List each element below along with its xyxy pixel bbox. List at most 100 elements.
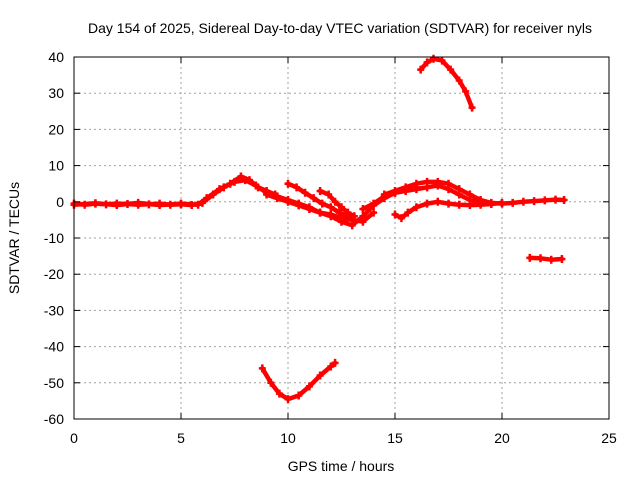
data-point (295, 391, 303, 400)
data-point (316, 371, 324, 380)
data-point (487, 199, 495, 208)
data-point (558, 254, 566, 263)
data-point (391, 210, 399, 219)
data-point (316, 186, 324, 195)
data-point (338, 203, 345, 212)
data-point (404, 208, 412, 217)
data-point (258, 364, 266, 373)
data-point (423, 58, 431, 67)
series-path (264, 192, 376, 224)
data-point (455, 190, 463, 199)
data-point (305, 382, 313, 391)
y-axis-label: SDTVAR / TECUs (6, 182, 22, 294)
data-point (263, 190, 271, 199)
data-point (526, 253, 534, 262)
data-point (560, 195, 568, 204)
y-tick-label: -60 (44, 411, 64, 427)
data-point (177, 199, 185, 208)
data-point (301, 188, 309, 197)
data-point (455, 76, 463, 85)
y-tick-label: 30 (48, 85, 64, 101)
data-point (344, 208, 352, 217)
data-point (156, 201, 164, 210)
data-series (70, 54, 568, 404)
data-point (438, 56, 446, 65)
data-point (447, 65, 455, 74)
data-point (445, 185, 452, 194)
series-track-mid-a (284, 179, 352, 221)
data-point (380, 192, 388, 201)
y-tick-label: 10 (48, 158, 64, 174)
data-point (310, 194, 318, 203)
data-point (391, 188, 399, 197)
data-point (194, 200, 202, 209)
data-point (305, 205, 313, 214)
data-point (541, 196, 549, 205)
data-point (530, 197, 538, 206)
data-point (273, 194, 281, 203)
data-point (318, 199, 326, 208)
data-point (331, 197, 339, 206)
data-point (423, 199, 431, 208)
data-point (519, 197, 527, 206)
data-point (348, 215, 356, 224)
x-tick-label: 15 (387, 430, 403, 446)
data-point (412, 203, 420, 212)
data-point (412, 185, 420, 194)
x-tick-label: 5 (177, 430, 185, 446)
series-track-upper-arc (417, 54, 476, 112)
data-point (445, 199, 452, 208)
data-point (455, 200, 463, 209)
data-point (498, 198, 506, 207)
data-point (295, 201, 303, 210)
y-tick-label: -50 (44, 375, 64, 391)
x-tick-label: 20 (494, 430, 510, 446)
data-point (417, 65, 425, 74)
y-tick-label: 0 (56, 194, 64, 210)
data-point (397, 214, 405, 223)
series-track-mid-c (263, 190, 378, 226)
x-tick-label: 0 (70, 430, 78, 446)
data-point (245, 176, 253, 185)
data-point (331, 358, 339, 367)
data-point (325, 190, 333, 199)
y-tick-label: -10 (44, 230, 64, 246)
data-point (370, 208, 378, 217)
data-point (370, 199, 378, 208)
chart-title: Day 154 of 2025, Sidereal Day-to-day VTE… (88, 20, 592, 36)
x-tick-label: 10 (280, 430, 296, 446)
axis-ticks (73, 56, 610, 420)
x-axis-label: GPS time / hours (288, 458, 395, 474)
y-tick-label: -20 (44, 266, 64, 282)
series-track-mid-b (316, 186, 358, 221)
data-point (468, 103, 476, 112)
data-point (509, 198, 517, 207)
data-point (134, 198, 142, 207)
data-point (434, 181, 442, 190)
series-track-lower-arc (258, 358, 339, 404)
series-track-late-offset (526, 253, 566, 264)
x-tick-label: 25 (601, 430, 617, 446)
data-point (462, 87, 470, 96)
grid (74, 57, 609, 419)
data-point (275, 389, 283, 398)
data-point (423, 183, 431, 192)
data-point (237, 172, 245, 181)
data-point (547, 255, 555, 264)
data-point (91, 199, 99, 208)
data-point (327, 210, 335, 219)
data-point (203, 194, 211, 203)
y-tick-label: 40 (48, 49, 64, 65)
data-point (226, 179, 234, 188)
series-track-afternoon-mid (359, 181, 485, 214)
series-track-baseline-b (70, 172, 279, 210)
data-point (284, 395, 292, 404)
data-point (216, 185, 224, 194)
series-path (527, 255, 565, 262)
data-point (316, 208, 324, 217)
data-point (254, 183, 262, 192)
data-point (434, 197, 442, 206)
data-point (430, 54, 438, 63)
data-point (359, 205, 367, 214)
